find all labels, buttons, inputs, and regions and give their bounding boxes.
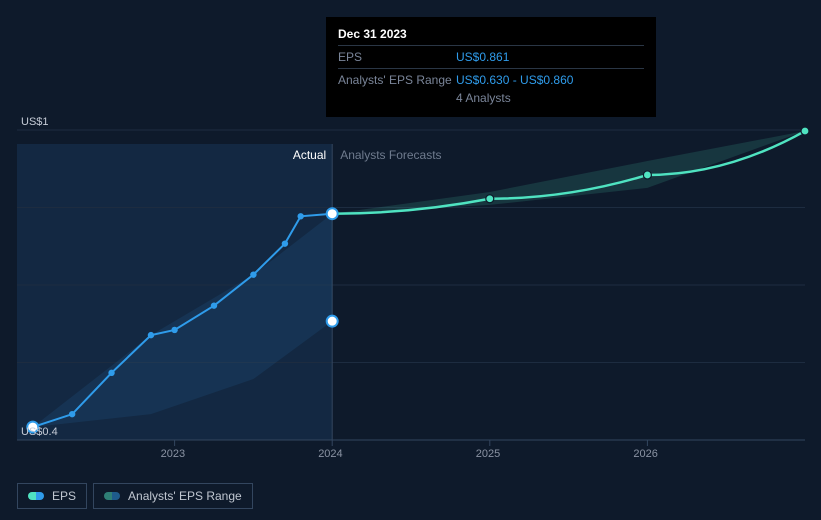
- x-axis-tick: 2023: [161, 448, 185, 460]
- tooltip-eps-label: EPS: [338, 50, 456, 64]
- tooltip-analyst-count: 4 Analysts: [456, 91, 511, 105]
- legend-label: EPS: [52, 489, 76, 503]
- tooltip-date: Dec 31 2023: [338, 27, 644, 41]
- tooltip-range-lo: US$0.630: [456, 73, 509, 87]
- legend-swatch-icon: [104, 492, 120, 500]
- actual-region-label: Actual: [293, 148, 326, 162]
- legend-item[interactable]: EPS: [17, 483, 87, 509]
- chart-tooltip: Dec 31 2023 EPS US$0.861 Analysts' EPS R…: [326, 17, 656, 117]
- x-axis-tick: 2026: [633, 448, 657, 460]
- tooltip-eps-value: US$0.861: [456, 50, 509, 64]
- legend-swatch-icon: [28, 492, 44, 500]
- x-axis-tick: 2024: [318, 448, 342, 460]
- forecast-region-label: Analysts Forecasts: [340, 148, 441, 162]
- legend-label: Analysts' EPS Range: [128, 489, 242, 503]
- x-axis-tick: 2025: [476, 448, 500, 460]
- tooltip-range-label: Analysts' EPS Range: [338, 73, 456, 87]
- tooltip-range-hi: US$0.860: [520, 73, 573, 87]
- chart-legend: EPS Analysts' EPS Range: [17, 483, 253, 509]
- y-axis-tick: US$0.4: [21, 426, 58, 438]
- y-axis-tick: US$1: [21, 116, 49, 128]
- legend-item[interactable]: Analysts' EPS Range: [93, 483, 253, 509]
